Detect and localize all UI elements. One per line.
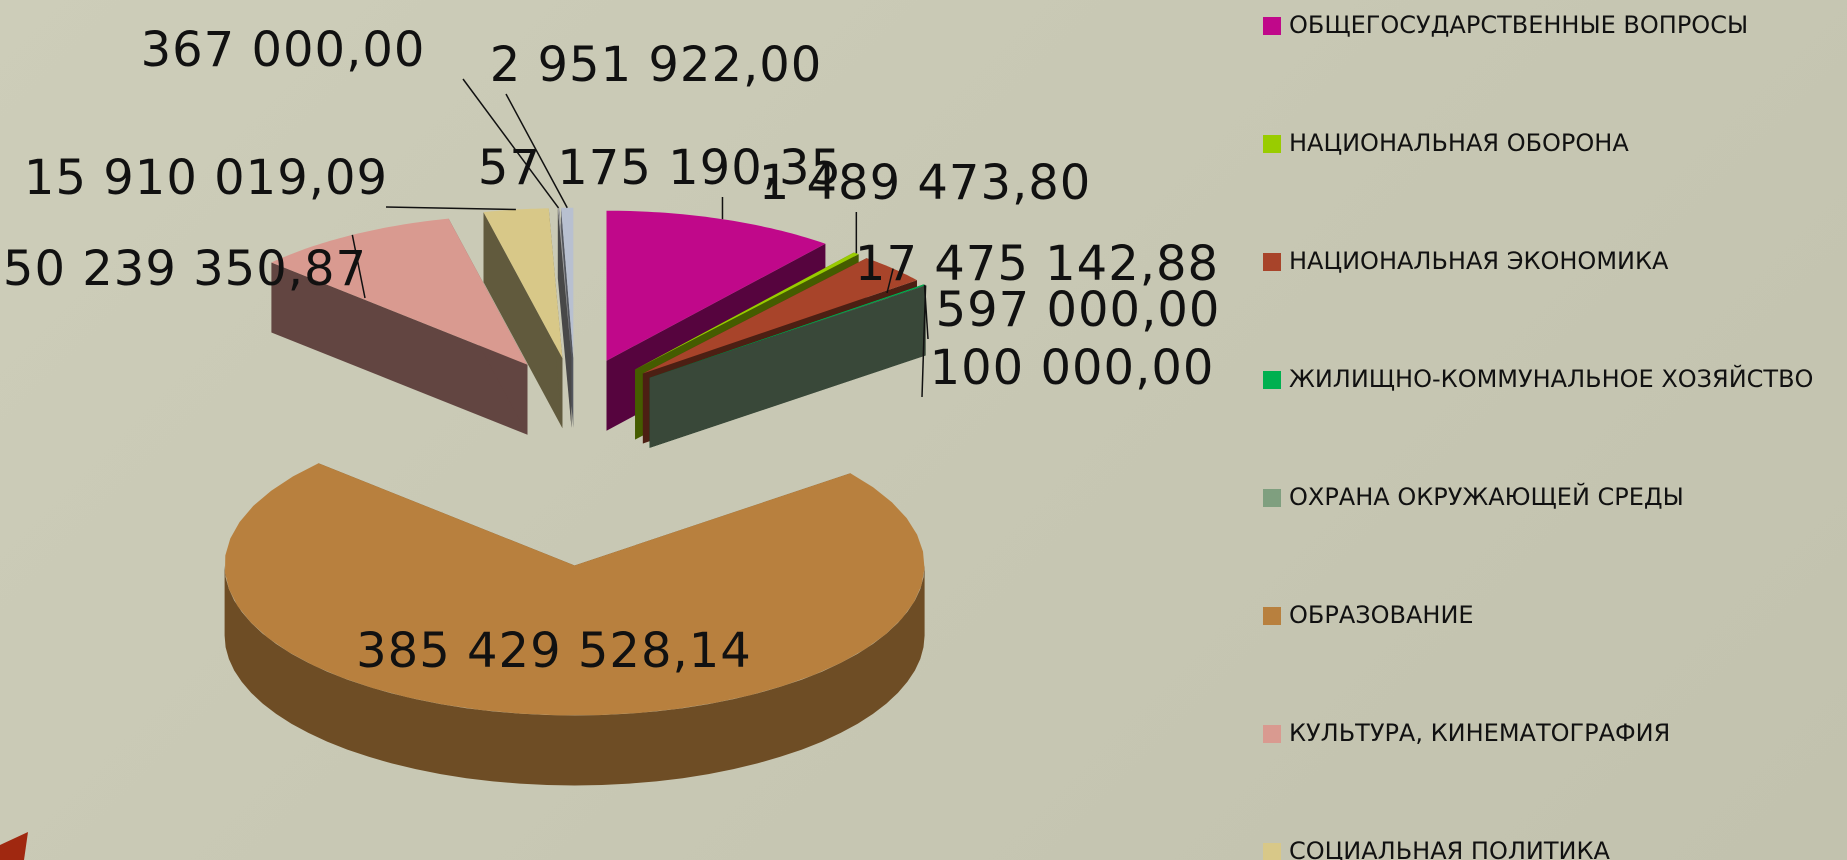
slice [271,218,528,365]
leader-line [921,285,927,398]
legend-swatch [1263,843,1281,860]
leader-line [351,234,366,299]
legend-swatch [1263,607,1281,625]
slice-edge [271,262,528,435]
data-label: 597 000,00 [936,282,1221,338]
legend-label: КУЛЬТУРА, КИНЕМАТОГРАФИЯ [1289,719,1670,747]
slice [557,207,572,358]
legend-label: СОЦИАЛЬНАЯ ПОЛИТИКА [1289,837,1611,860]
legend-swatch [1263,17,1281,35]
leader-line [385,206,516,211]
legend-label: ОБЩЕГОСУДАРСТВЕННЫЕ ВОПРОСЫ [1289,11,1748,39]
data-label: 367 000,00 [141,22,426,78]
data-label: 2 951 922,00 [490,37,823,93]
legend-swatch [1263,725,1281,743]
slice-side [224,565,925,786]
slice [561,207,574,358]
leader-line [462,78,560,209]
data-label: 15 910 019,09 [24,150,388,206]
slice [635,252,859,370]
legend-swatch [1263,489,1281,507]
slice [649,285,926,378]
legend-label: ОБРАЗОВАНИЕ [1289,601,1474,629]
data-label: 50 239 350,87 [3,241,367,297]
legend-swatch [1263,135,1281,153]
corner-decor [0,832,28,860]
data-label: 17 475 142,88 [855,236,1219,292]
data-label: 385 429 528,14 [356,623,752,679]
slice [642,258,917,374]
data-label: 100 000,00 [930,340,1215,396]
data-label: 1 489 473,80 [759,155,1092,211]
legend-swatch [1263,371,1281,389]
slice [649,284,926,378]
slice-edge [649,285,926,448]
legend-label: ЖИЛИЩНО-КОММУНАЛЬНОЕ ХОЗЯЙСТВО [1289,364,1813,393]
leader-line [505,93,568,209]
slice-edge [483,212,563,429]
slice [483,208,563,359]
legend-label: НАЦИОНАЛЬНАЯ ЭКОНОМИКА [1289,247,1669,275]
data-label: 57 175 190,35 [478,140,842,196]
legend-swatch [1263,253,1281,271]
slice [606,210,826,361]
leader-line [886,268,894,294]
legend-label: ОХРАНА ОКРУЖАЮЩЕЙ СРЕДЫ [1289,482,1684,511]
legend-label: НАЦИОНАЛЬНАЯ ОБОРОНА [1289,129,1629,157]
slice-edge [559,207,572,428]
slice [225,463,925,716]
